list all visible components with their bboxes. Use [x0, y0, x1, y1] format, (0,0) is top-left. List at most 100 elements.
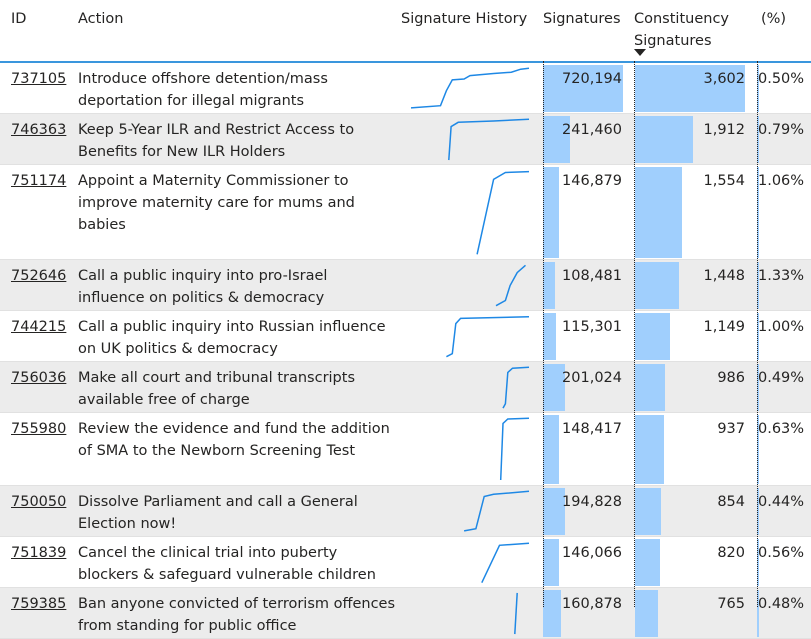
sparkline-path [446, 315, 530, 358]
header-constituency-line2: Signatures [634, 33, 712, 49]
petition-action-text: Make all court and tribunal transcripts … [78, 370, 356, 408]
petition-id-link[interactable]: 752646 [11, 268, 67, 284]
table-row[interactable]: 759385 Ban anyone convicted of terrorism … [0, 588, 811, 639]
signatures-value: 201,024 [562, 370, 622, 386]
signatures-value: 146,879 [562, 173, 622, 189]
signatures-value: 194,828 [562, 494, 622, 510]
signature-history-sparkline [514, 592, 518, 635]
petition-action-text: Ban anyone convicted of terrorism offenc… [78, 596, 396, 634]
percent-value: 0.56% [758, 545, 805, 561]
constituency-signatures-value: 765 [717, 596, 745, 612]
sparkline-path [476, 170, 530, 255]
signatures-databar [543, 313, 556, 360]
petition-id-link[interactable]: 744215 [11, 319, 67, 335]
constituency-databar [635, 262, 680, 309]
constituency-signatures-value: 1,448 [703, 268, 745, 284]
constituency-signatures-value: 854 [717, 494, 745, 510]
header-signature-history[interactable]: Signature History [401, 11, 528, 27]
constituency-signatures-value: 1,912 [703, 122, 745, 138]
header-constituency-signatures[interactable]: Constituency Signatures [634, 8, 729, 52]
petition-id-link[interactable]: 755980 [11, 421, 67, 437]
row-divider [0, 310, 811, 311]
percent-value: 0.50% [758, 71, 805, 87]
table-row[interactable]: 751174 Appoint a Maternity Commissioner t… [0, 165, 811, 260]
sparkline-path [481, 542, 530, 584]
table-row[interactable]: 752646 Call a public inquiry into pro-Isr… [0, 260, 811, 311]
sparkline-path [495, 264, 526, 307]
constituency-signatures-value: 986 [717, 370, 745, 386]
header-percent[interactable]: (%) [761, 11, 787, 27]
petition-id-link[interactable]: 759385 [11, 596, 67, 612]
column-divider [634, 61, 635, 607]
signatures-databar [543, 262, 556, 309]
sparkline-path [410, 67, 530, 109]
petition-id-link[interactable]: 751174 [11, 173, 67, 189]
table-row[interactable]: 744215 Call a public inquiry into Russian… [0, 311, 811, 362]
column-divider [543, 61, 544, 607]
constituency-databar [635, 313, 671, 360]
petition-action-text: Keep 5-Year ILR and Restrict Access to B… [78, 122, 355, 160]
signatures-value: 720,194 [562, 71, 622, 87]
signatures-databar [543, 116, 570, 163]
petition-action-text: Cancel the clinical trial into puberty b… [78, 545, 376, 583]
signature-history-sparkline [495, 264, 526, 307]
constituency-signatures-value: 820 [717, 545, 745, 561]
percent-value: 1.06% [758, 173, 805, 189]
constituency-databar [635, 65, 745, 112]
percent-value: 1.33% [758, 268, 805, 284]
row-divider [0, 361, 811, 362]
percent-databar [757, 539, 759, 586]
row-divider [0, 259, 811, 260]
petition-action-text: Call a public inquiry into pro-Israel in… [78, 268, 328, 306]
table-row[interactable]: 756036 Make all court and tribunal transc… [0, 362, 811, 413]
table-row[interactable]: 750050 Dissolve Parliament and call a Gen… [0, 486, 811, 537]
header-id[interactable]: ID [11, 11, 27, 27]
signature-history-sparkline [476, 170, 530, 255]
table-row[interactable]: 755980 Review the evidence and fund the a… [0, 413, 811, 486]
petition-action-text: Call a public inquiry into Russian influ… [78, 319, 386, 357]
row-divider [0, 587, 811, 588]
row-divider [0, 485, 811, 486]
percent-value: 1.00% [758, 319, 805, 335]
petition-action-text: Review the evidence and fund the additio… [78, 421, 390, 459]
table-row[interactable]: 746363 Keep 5-Year ILR and Restrict Acces… [0, 114, 811, 165]
petition-action-text: Dissolve Parliament and call a General E… [78, 494, 358, 532]
percent-value: 0.63% [758, 421, 805, 437]
signatures-value: 146,066 [562, 545, 622, 561]
petition-id-link[interactable]: 750050 [11, 494, 67, 510]
row-divider [0, 164, 811, 165]
column-divider [757, 61, 758, 607]
sparkline-path [499, 417, 530, 481]
header-signatures[interactable]: Signatures [543, 11, 621, 27]
petition-id-link[interactable]: 756036 [11, 370, 67, 386]
constituency-signatures-value: 1,554 [703, 173, 745, 189]
header-action[interactable]: Action [78, 11, 124, 27]
signatures-databar [543, 488, 565, 535]
sort-descending-icon[interactable] [634, 49, 646, 56]
constituency-signatures-value: 3,602 [703, 71, 745, 87]
table-row[interactable]: 751839 Cancel the clinical trial into pub… [0, 537, 811, 588]
signature-history-sparkline [448, 118, 530, 161]
petition-action-text: Introduce offshore detention/mass deport… [78, 71, 328, 109]
percent-databar [757, 262, 759, 309]
constituency-databar [635, 116, 694, 163]
row-divider [0, 536, 811, 537]
petition-id-link[interactable]: 746363 [11, 122, 67, 138]
row-divider [0, 113, 811, 114]
constituency-signatures-value: 1,149 [703, 319, 745, 335]
signatures-value: 108,481 [562, 268, 622, 284]
percent-value: 0.79% [758, 122, 805, 138]
percent-value: 0.48% [758, 596, 805, 612]
petition-id-link[interactable]: 751839 [11, 545, 67, 561]
constituency-signatures-value: 937 [717, 421, 745, 437]
signatures-value: 241,460 [562, 122, 622, 138]
signatures-databar [543, 167, 560, 258]
sparkline-path [448, 118, 530, 161]
signatures-value: 115,301 [562, 319, 622, 335]
table-row[interactable]: 737105 Introduce offshore detention/mass … [0, 63, 811, 114]
percent-value: 0.44% [758, 494, 805, 510]
percent-databar [757, 313, 759, 360]
petition-id-link[interactable]: 737105 [11, 71, 67, 87]
sparkline-path [502, 366, 530, 409]
percent-databar [757, 415, 759, 484]
